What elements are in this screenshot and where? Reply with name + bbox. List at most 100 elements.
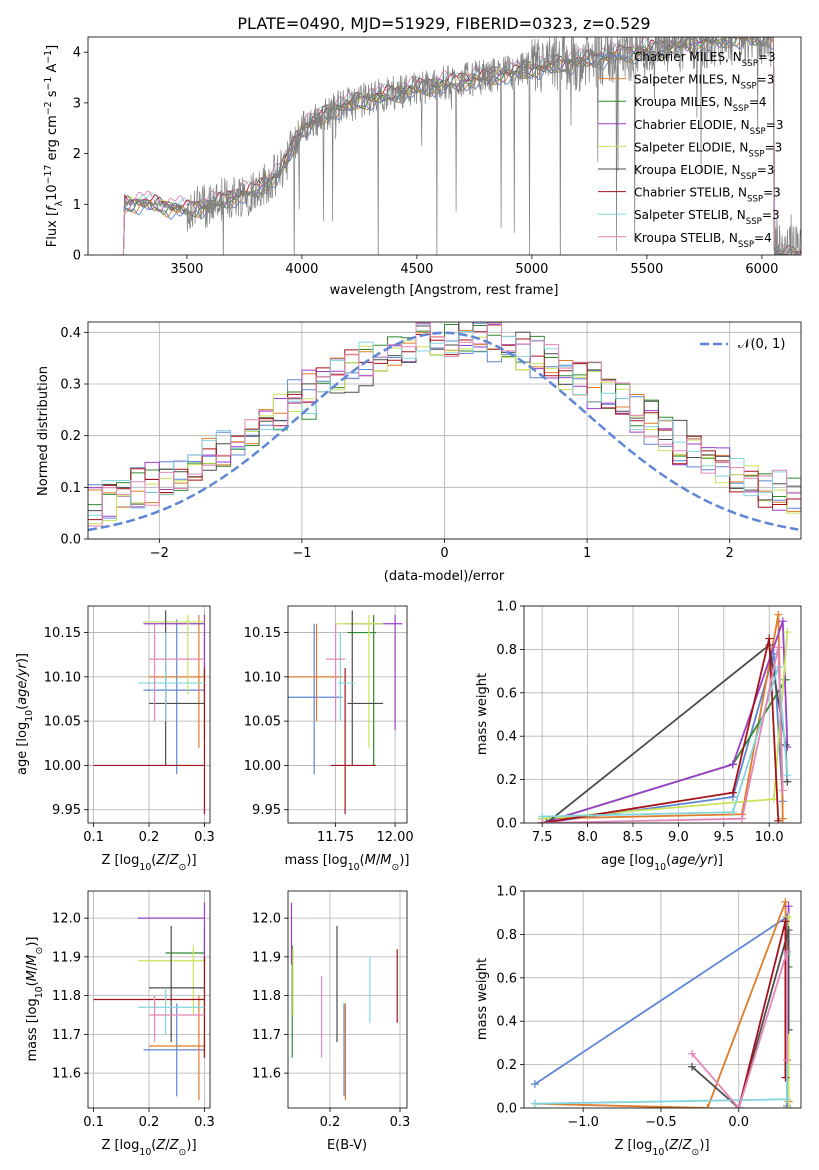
x-tick-label: 8.5	[623, 830, 644, 845]
x-tick-label: −1	[292, 546, 311, 561]
y-tick-label: 11.8	[52, 989, 81, 1004]
legend-label: Kroupa MILES, NSSP=4	[634, 95, 767, 114]
x-tick-label: 2	[726, 546, 734, 561]
axes-frame	[87, 36, 802, 256]
x-tick-label: 9.0	[668, 830, 689, 845]
plot-area	[117, 37, 801, 255]
y-tick-label: 10.05	[44, 715, 81, 730]
y-tick-label: 10.15	[244, 626, 281, 641]
plot-area	[88, 322, 801, 532]
weight-marker	[530, 1080, 539, 1089]
x-tick-label: 1	[583, 546, 591, 561]
y-tick-label: 12.0	[52, 912, 81, 927]
x-tick-label: 0.3	[194, 1115, 215, 1130]
weight-marker	[530, 1099, 539, 1108]
weight-marker	[783, 628, 792, 637]
x-tick-label: 5500	[630, 262, 663, 277]
axes-spectrum: 3500 4000 4500 5000 5500 6000 0 1 2 3 4 wavelength …	[43, 36, 802, 298]
x-tick-label: 5000	[515, 262, 548, 277]
y-axis-label: mass weight	[475, 958, 490, 1040]
y-tick-label: 10.10	[244, 670, 281, 685]
y-tick-label: 11.9	[52, 950, 81, 965]
plot-area	[530, 897, 793, 1108]
y-tick-label: 10.10	[44, 670, 81, 685]
residual-histogram-0	[88, 322, 801, 519]
y-tick-label: 0.2	[60, 429, 81, 444]
weight-line-7	[542, 666, 789, 818]
y-tick-label: 10.00	[44, 759, 81, 774]
x-tick-label: 0.3	[390, 1115, 411, 1130]
axes-mass_vs_ebv: 0.2 0.3 11.6 11.7 11.8 11.9 12.0 E(B-V)	[252, 890, 411, 1153]
weight-line-8	[542, 647, 784, 823]
weight-line-6	[542, 638, 780, 823]
weight-line-8	[691, 951, 788, 1108]
y-tick-label: 0.2	[496, 773, 517, 788]
legend: Chabrier MILES, NSSP=3 Salpeter MILES, NS…	[598, 50, 783, 250]
weight-marker	[688, 1049, 697, 1058]
weight-marker	[783, 771, 792, 780]
x-axis-label: E(B-V)	[327, 1138, 367, 1153]
weight-marker	[778, 786, 787, 795]
x-tick-label: 12.00	[376, 830, 413, 845]
x-tick-label: 0.3	[194, 830, 215, 845]
y-axis-label: Normed distribution	[36, 366, 51, 496]
legend-label: Chabrier STELIB, NSSP=3	[634, 186, 781, 205]
normal-curve	[88, 331, 799, 532]
y-tick-label: 11.7	[252, 1028, 281, 1043]
legend-label: Salpeter STELIB, NSSP=3	[634, 208, 780, 227]
weight-marker	[782, 1056, 791, 1065]
y-tick-label: 10.15	[44, 626, 81, 641]
axes-age_vs_mass: 11.75 12.00 9.95 10.00 10.05 10.10 10.15 mass […	[244, 605, 414, 873]
weight-marker	[782, 1095, 791, 1104]
weight-marker	[774, 610, 783, 619]
y-tick-label: 0.0	[60, 533, 81, 548]
axes-weight_vs_age: 7.5 8.0 8.5 9.0 9.5 10.0 0.0 0.2 0.4 0.6 0.8 1.0 age…	[475, 600, 802, 873]
y-tick-label: 1.0	[496, 600, 517, 615]
y-axis-label: mass [log10(M/M⊙)]	[25, 937, 45, 1062]
x-tick-label: 0.1	[83, 1115, 104, 1130]
weight-marker	[784, 913, 793, 922]
x-axis-label: age [log10(age/yr)]	[601, 853, 723, 873]
axes-mass_vs_Z: 0.1 0.2 0.3 11.6 11.7 11.8 11.9 12.0 Z [log10(Z/…	[25, 890, 215, 1158]
legend-label: Salpeter MILES, NSSP=3	[634, 73, 774, 92]
y-axis-label: age [log10(age/yr)]	[15, 653, 35, 775]
weight-marker	[728, 760, 737, 769]
weight-marker	[734, 1104, 743, 1108]
x-tick-label: 0.2	[139, 830, 160, 845]
legend-label: 𝒩(0, 1)	[738, 337, 785, 352]
y-tick-label: 0.1	[60, 481, 81, 496]
axes-residuals: −2 −1 0 1 2 0.0 0.1 0.2 0.3 0.4 (data-model)/error…	[36, 321, 802, 584]
y-axis-label: mass weight	[475, 673, 490, 755]
legend-label: Salpeter ELODIE, NSSP=3	[634, 140, 782, 159]
x-tick-label: 3500	[170, 262, 203, 277]
residual-histogram-5	[88, 322, 801, 512]
x-tick-label: −2	[150, 546, 169, 561]
y-tick-label: 10.00	[244, 759, 281, 774]
x-axis-label: Z [log10(Z/Z⊙)]	[614, 1138, 709, 1158]
plot-area	[93, 610, 206, 815]
y-tick-label: 0.6	[496, 686, 517, 701]
y-tick-label: 3	[73, 96, 81, 111]
legend: 𝒩(0, 1)	[700, 337, 785, 352]
y-tick-label: 10.05	[244, 715, 281, 730]
y-tick-label: 11.6	[52, 1067, 81, 1082]
x-tick-label: 9.5	[713, 830, 734, 845]
figure-title: PLATE=0490, MJD=51929, FIBERID=0323, z=0…	[237, 14, 650, 33]
y-tick-label: 0.8	[496, 643, 517, 658]
weight-line-6	[737, 921, 787, 1108]
x-axis-label: (data-model)/error	[384, 569, 505, 584]
plot-area	[290, 902, 398, 1101]
x-tick-label: 4000	[285, 262, 318, 277]
axes-frame	[87, 890, 211, 1109]
x-tick-label: 7.5	[532, 830, 553, 845]
x-tick-label: 4500	[400, 262, 433, 277]
y-tick-label: 11.8	[252, 989, 281, 1004]
axes-age_vs_Z: 0.1 0.2 0.3 9.95 10.00 10.05 10.10 10.15 Z [log1…	[15, 605, 215, 873]
residual-histogram-7	[88, 322, 801, 516]
y-tick-label: 0.0	[496, 1102, 517, 1117]
x-axis-label: wavelength [Angstrom, rest frame]	[330, 283, 559, 298]
y-tick-label: 0.4	[496, 1015, 517, 1030]
y-tick-label: 12.0	[252, 912, 281, 927]
weight-marker	[542, 819, 551, 823]
